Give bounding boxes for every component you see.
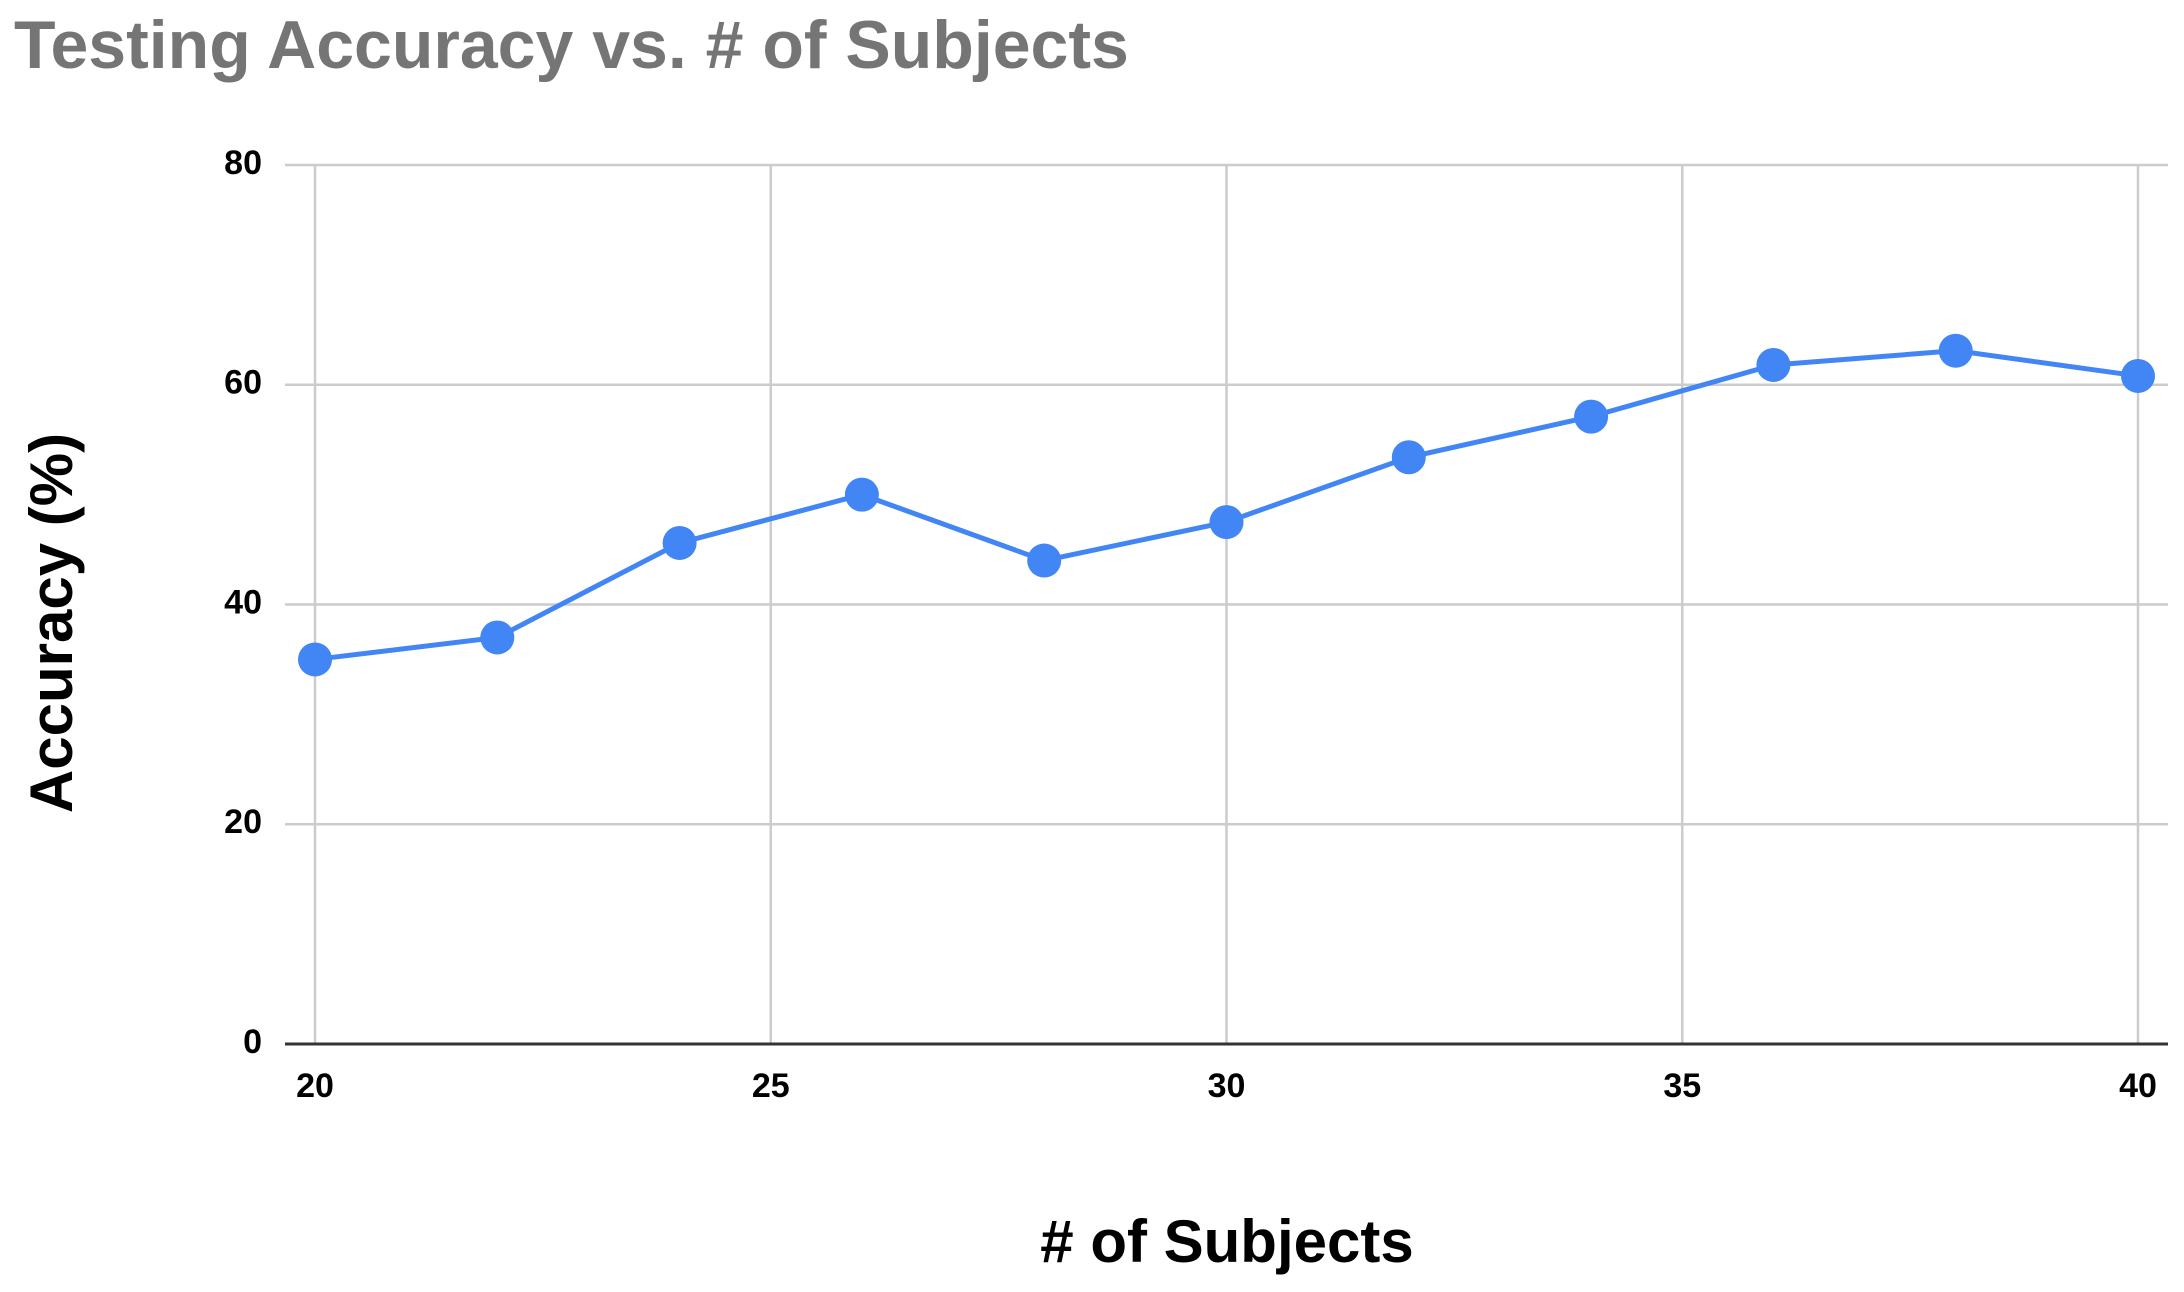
x-tick-label: 35 — [1663, 1067, 1701, 1105]
chart-title: Testing Accuracy vs. # of Subjects — [14, 7, 1129, 83]
y-tick-label: 40 — [224, 583, 262, 621]
x-tick-label: 20 — [296, 1067, 334, 1105]
data-point — [1209, 505, 1244, 540]
data-point — [1938, 333, 1973, 368]
data-point — [1391, 440, 1426, 475]
data-point — [662, 525, 697, 560]
data-point — [1756, 347, 1791, 382]
data-point — [844, 477, 879, 512]
x-tick-label: 25 — [752, 1067, 790, 1105]
data-point — [1027, 543, 1062, 578]
x-tick-label: 40 — [2119, 1067, 2157, 1105]
y-tick-label: 80 — [224, 144, 262, 182]
x-tick-label: 30 — [1208, 1067, 1246, 1105]
data-point — [2121, 358, 2155, 393]
data-point — [1574, 399, 1609, 434]
y-axis-label: Accuracy (%) — [18, 433, 85, 813]
x-axis-label: # of Subjects — [1040, 1208, 1413, 1275]
y-tick-label: 60 — [224, 364, 262, 402]
y-tick-label: 20 — [224, 803, 262, 841]
data-point — [480, 620, 515, 655]
y-tick-label: 0 — [243, 1023, 262, 1061]
data-point — [298, 642, 332, 677]
